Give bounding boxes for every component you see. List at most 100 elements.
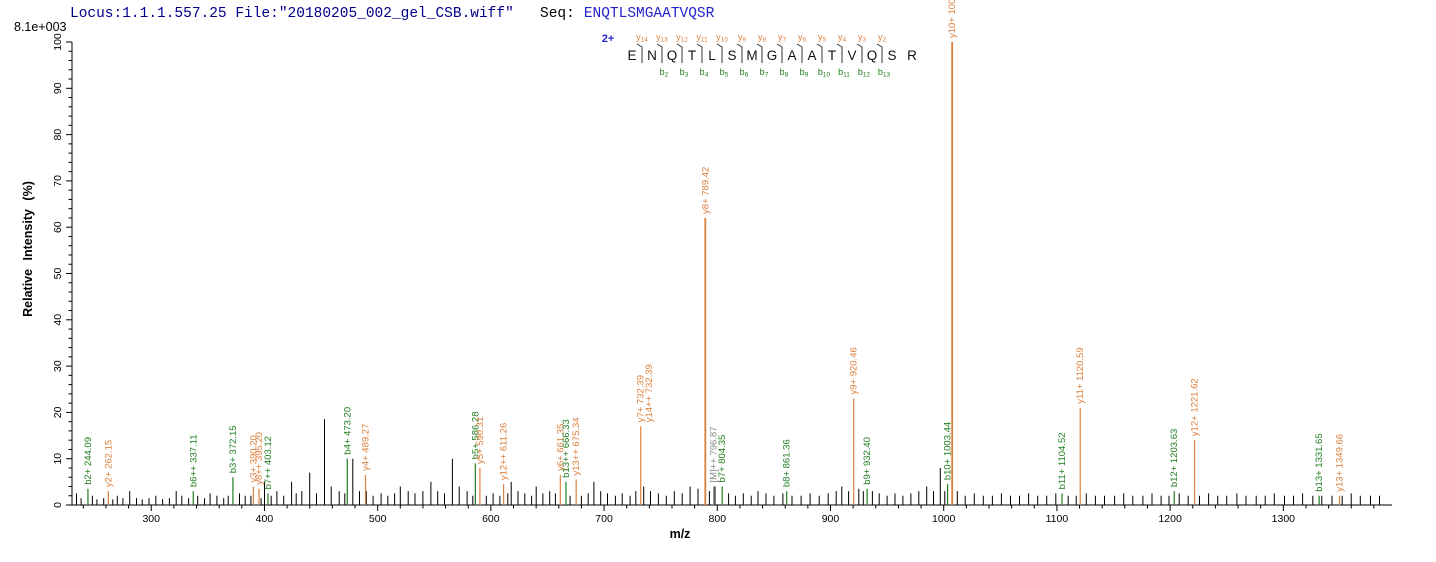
fragment-divider <box>816 43 823 63</box>
y-tick-label: 90 <box>52 82 64 94</box>
y-ion-label: y10 <box>716 32 728 44</box>
y-ion-label: y3 <box>858 32 867 44</box>
x-tick-label: 700 <box>595 513 613 525</box>
peak-label: y6+ 661.35 <box>555 424 566 471</box>
y-tick-label: 40 <box>52 314 64 326</box>
peak-label: b5+ 586.28 <box>470 412 481 460</box>
peak-label: y4+ 489.27 <box>361 424 372 471</box>
residue-letter: L <box>708 48 716 63</box>
residue-letter: Q <box>867 48 878 63</box>
peak-label: y13++ 675.34 <box>571 417 582 475</box>
peak-label: y8+ 789.42 <box>700 167 711 214</box>
fragment-divider <box>716 43 723 63</box>
b-ion-label: b2 <box>660 67 669 79</box>
b-ion-label: b10 <box>818 67 831 79</box>
y-tick-label: 100 <box>52 33 64 51</box>
fragment-divider <box>796 43 803 63</box>
fragment-divider <box>676 43 683 63</box>
max-intensity-label: 8.1e+003 <box>14 20 67 34</box>
peak-label: b4+ 473.20 <box>342 407 353 455</box>
b-ion-label: b7 <box>760 67 769 79</box>
residue-letter: R <box>907 48 917 63</box>
fragment-peaks: b2+ 244.09 y2+ 262.15 b6++ 337.11 b3+ 372.1… <box>83 0 1346 505</box>
fragment-divider <box>756 43 763 63</box>
fragment-divider <box>836 43 843 63</box>
residue-letter: T <box>828 48 836 63</box>
y-ion-label: y4 <box>838 32 847 44</box>
peak-label: b12+ 1203.63 <box>1169 429 1180 487</box>
fragment-divider <box>776 43 783 63</box>
x-tick-label: 800 <box>709 513 727 525</box>
peak-label: y2+ 262.15 <box>103 440 114 487</box>
peak-label: y7+ 732.39 <box>636 375 647 422</box>
peak-label: b13+ 1331.65 <box>1314 433 1325 491</box>
fragment-divider <box>856 43 863 63</box>
residue-letter: E <box>627 48 636 63</box>
peak-label: b7+ 804.35 <box>717 435 728 483</box>
b-ion-label: b5 <box>720 67 729 79</box>
residue-letter: M <box>746 48 757 63</box>
residue-letter: T <box>688 48 696 63</box>
y-tick-label: 70 <box>52 175 64 187</box>
residue-letter: V <box>847 48 856 63</box>
seq-value: ENQTLSMGAATVQSR <box>583 6 715 22</box>
y-ion-label: y2 <box>878 32 887 44</box>
fragment-divider <box>736 43 743 63</box>
fragment-divider <box>876 43 883 63</box>
y-tick-label: 0 <box>52 502 64 508</box>
y-ion-label: y7 <box>778 32 787 44</box>
locus-file-label: Locus:1.1.1.557.25 File:"20180205_002_ge… <box>70 6 514 22</box>
peak-label: y12++ 611.26 <box>499 423 510 480</box>
x-tick-label: 1200 <box>1158 513 1182 525</box>
y-ion-label: y8 <box>758 32 767 44</box>
y-tick-label: 60 <box>52 221 64 233</box>
x-tick-label: 1100 <box>1046 513 1069 525</box>
peak-label: y3+ 390.20 <box>248 435 259 482</box>
charge-state-label: 2+ <box>602 33 615 45</box>
y-tick-label: 30 <box>52 360 64 372</box>
b-ion-label: b8 <box>780 67 789 79</box>
residue-letter: S <box>887 48 896 63</box>
residue-letter: N <box>647 48 657 63</box>
noise-peaks <box>76 419 1380 505</box>
y-ion-label: y14 <box>636 32 648 44</box>
x-tick-label: 500 <box>369 513 387 525</box>
y-tick-label: 20 <box>52 406 64 418</box>
b-ion-label: b11 <box>838 67 850 79</box>
peak-label: y13+ 1349.66 <box>1335 434 1346 492</box>
b-ion-label: b13 <box>878 67 891 79</box>
residue-letter: A <box>787 48 796 63</box>
residue-letter: A <box>807 48 816 63</box>
x-axis-title: m/z <box>669 527 691 541</box>
b-ion-label: b4 <box>700 67 709 79</box>
peak-label: y8++ 395.20 <box>254 432 265 485</box>
residue-letter: S <box>727 48 736 63</box>
y-ion-label: y5 <box>818 32 827 44</box>
x-tick-label: 1300 <box>1272 513 1296 525</box>
peak-label: b3+ 372.15 <box>228 425 239 473</box>
seq-label: Seq: <box>540 6 575 22</box>
peak-label: y9+ 920.46 <box>849 347 860 394</box>
y-tick-label: 80 <box>52 129 64 141</box>
peak-label: b9+ 932.40 <box>862 437 873 485</box>
peak-label: b6++ 337.11 <box>188 434 199 487</box>
peak-label: y10+ 1007.49 <box>947 0 958 38</box>
residue-letter: G <box>767 48 778 63</box>
peak-label: y5+ 590.31 <box>475 417 486 464</box>
peak-label: b11+ 1104.52 <box>1057 432 1068 489</box>
b-ion-label: b12 <box>858 67 871 79</box>
residue-letter: Q <box>667 48 678 63</box>
peak-label: y12+ 1221.62 <box>1190 378 1201 436</box>
b-ion-label: b3 <box>680 67 689 79</box>
peak-label: b7++ 403.12 <box>263 436 274 489</box>
fragment-divider <box>636 43 643 63</box>
y-ion-label: y9 <box>738 32 747 44</box>
y-ion-label: y6 <box>798 32 807 44</box>
peak-label: b2+ 244.09 <box>83 437 94 485</box>
fragment-divider <box>696 43 703 63</box>
peak-label: b8+ 861.36 <box>782 439 793 487</box>
sequence-header: Seq: ENQTLSMGAATVQSR <box>540 6 714 22</box>
y-ion-label: y13 <box>656 32 668 44</box>
